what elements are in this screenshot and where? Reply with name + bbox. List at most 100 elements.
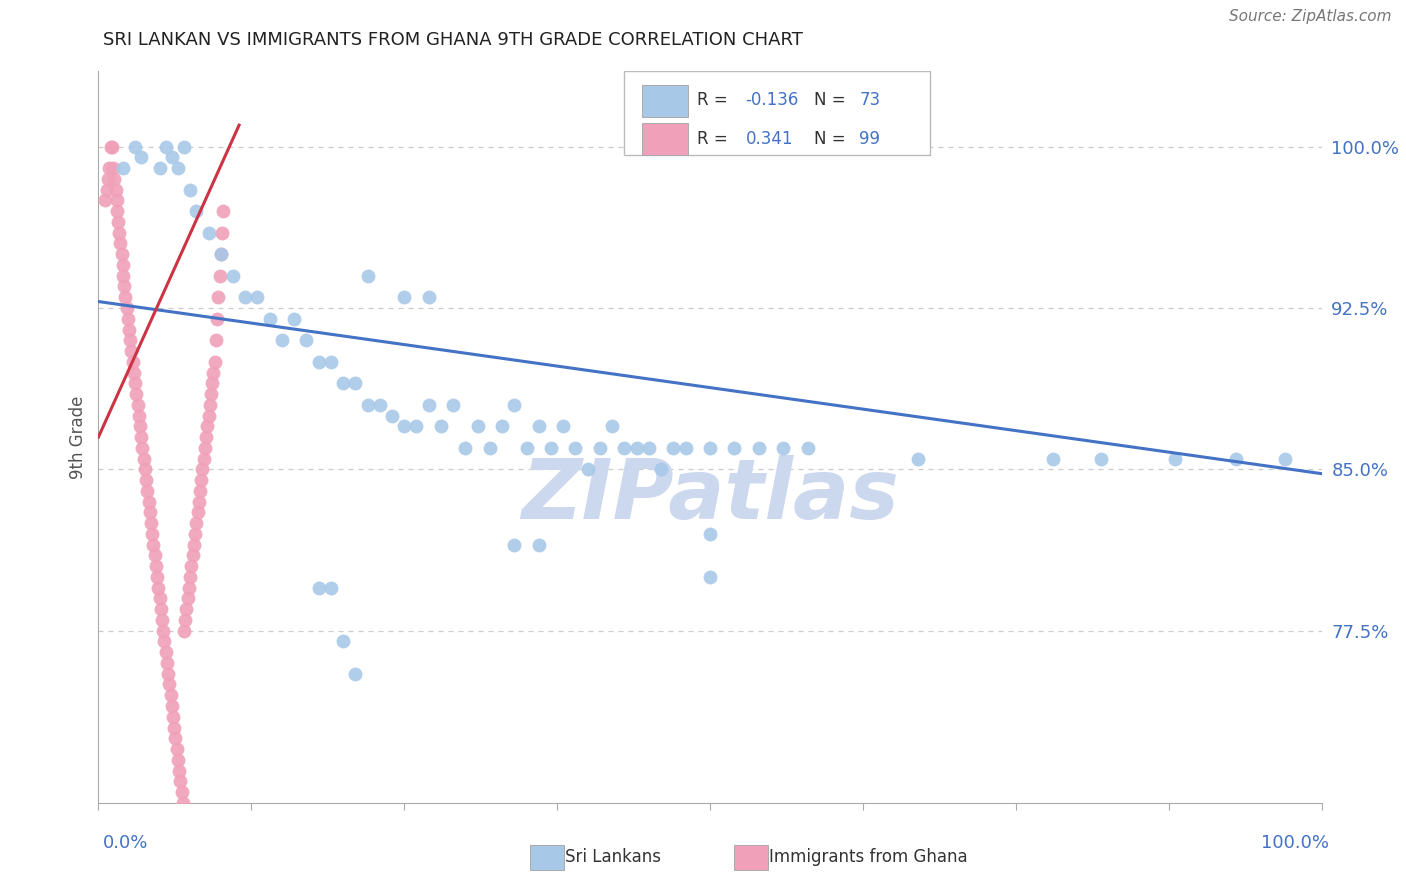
- Point: [1042, 451, 1064, 466]
- Text: R =: R =: [696, 129, 733, 147]
- Point: [177, 581, 200, 595]
- Point: [110, 236, 132, 251]
- Point: [503, 398, 526, 412]
- Point: [418, 290, 440, 304]
- Point: [503, 538, 526, 552]
- Point: [112, 279, 135, 293]
- Point: [129, 150, 152, 164]
- Point: [127, 398, 149, 412]
- Point: [146, 570, 169, 584]
- Point: [270, 333, 294, 347]
- Point: [132, 451, 155, 466]
- Point: [600, 419, 623, 434]
- Point: [650, 462, 672, 476]
- Point: [179, 183, 201, 197]
- Point: [356, 398, 378, 412]
- Point: [441, 398, 464, 412]
- Point: [169, 774, 191, 789]
- Point: [135, 473, 157, 487]
- Point: [149, 602, 172, 616]
- Point: [748, 441, 770, 455]
- Point: [167, 161, 190, 176]
- Point: [173, 624, 195, 638]
- Point: [122, 366, 145, 380]
- Point: [319, 581, 342, 595]
- Point: [155, 645, 177, 659]
- Point: [637, 441, 661, 455]
- Point: [699, 441, 721, 455]
- Point: [148, 581, 170, 595]
- Point: [105, 194, 128, 208]
- Text: 0.0%: 0.0%: [103, 834, 148, 852]
- Point: [180, 559, 202, 574]
- Point: [454, 441, 477, 455]
- Point: [152, 624, 174, 638]
- Text: SRI LANKAN VS IMMIGRANTS FROM GHANA 9TH GRADE CORRELATION CHART: SRI LANKAN VS IMMIGRANTS FROM GHANA 9TH …: [103, 31, 803, 49]
- Point: [211, 226, 233, 240]
- Point: [319, 355, 342, 369]
- Point: [209, 247, 232, 261]
- Point: [613, 441, 636, 455]
- Point: [93, 194, 115, 208]
- Point: [205, 333, 228, 347]
- Point: [149, 161, 172, 176]
- Point: [105, 204, 128, 219]
- Point: [699, 527, 721, 541]
- Text: N =: N =: [814, 129, 851, 147]
- Point: [104, 183, 127, 197]
- Point: [157, 677, 180, 691]
- Point: [173, 139, 195, 153]
- Point: [100, 139, 122, 153]
- Text: ZIPatlas: ZIPatlas: [522, 455, 898, 536]
- Point: [136, 483, 159, 498]
- Point: [186, 516, 208, 530]
- Point: [392, 419, 416, 434]
- Point: [283, 311, 305, 326]
- Point: [186, 204, 208, 219]
- Point: [1225, 451, 1247, 466]
- Point: [515, 441, 537, 455]
- Point: [467, 419, 489, 434]
- Point: [1274, 451, 1296, 466]
- Point: [675, 441, 697, 455]
- Point: [564, 441, 586, 455]
- Point: [160, 150, 183, 164]
- Point: [124, 376, 146, 391]
- Text: 100.0%: 100.0%: [1261, 834, 1329, 852]
- Text: 0.341: 0.341: [745, 129, 793, 147]
- Text: -0.136: -0.136: [745, 91, 799, 109]
- Point: [662, 441, 685, 455]
- Point: [134, 462, 156, 476]
- Point: [589, 441, 612, 455]
- Point: [103, 172, 125, 186]
- Text: 73: 73: [859, 91, 880, 109]
- Point: [308, 581, 330, 595]
- Point: [111, 258, 134, 272]
- Point: [205, 311, 228, 326]
- Point: [194, 441, 217, 455]
- Point: [128, 409, 150, 423]
- Point: [125, 387, 148, 401]
- Point: [111, 268, 134, 283]
- Point: [527, 538, 550, 552]
- Point: [167, 753, 190, 767]
- Point: [117, 311, 139, 326]
- Point: [907, 451, 929, 466]
- Point: [207, 290, 229, 304]
- Point: [129, 430, 152, 444]
- Point: [204, 355, 226, 369]
- Point: [101, 139, 124, 153]
- Point: [381, 409, 404, 423]
- Text: Sri Lankans: Sri Lankans: [565, 848, 661, 866]
- Text: Source: ZipAtlas.com: Source: ZipAtlas.com: [1229, 9, 1392, 24]
- Point: [170, 785, 193, 799]
- Point: [114, 290, 136, 304]
- Point: [197, 226, 219, 240]
- Point: [153, 634, 176, 648]
- Point: [626, 441, 648, 455]
- Point: [184, 527, 207, 541]
- Point: [121, 355, 143, 369]
- Point: [259, 311, 281, 326]
- Point: [1164, 451, 1187, 466]
- Point: [430, 419, 453, 434]
